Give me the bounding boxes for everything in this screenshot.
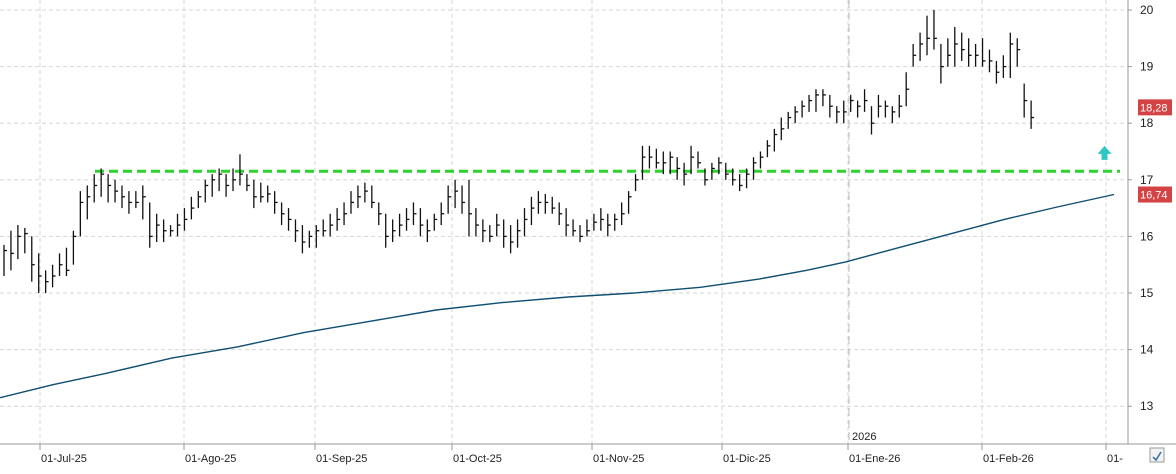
y-tick-label: 15 <box>1140 286 1154 300</box>
y-tick-label: 14 <box>1140 343 1154 357</box>
moving-average-badge-bg <box>1138 186 1172 203</box>
up-arrow-icon <box>1097 145 1112 160</box>
x-tick-label: 01-Ene-26 <box>849 453 900 465</box>
y-tick-label: 19 <box>1140 60 1154 74</box>
y-tick-label: 13 <box>1140 399 1154 413</box>
y-tick-label: 16 <box>1140 229 1154 243</box>
corner-button <box>1149 447 1165 463</box>
y-tick-label: 20 <box>1140 3 1154 17</box>
last-price-badge-bg <box>1138 99 1172 116</box>
x-tick-label: 01-Oct-25 <box>453 453 502 465</box>
moving-average-line <box>0 193 1115 399</box>
x-tick-label: 01- <box>1107 453 1123 465</box>
y-tick-label: 17 <box>1140 173 1154 187</box>
x-tick-label: 01-Feb-26 <box>983 453 1034 465</box>
x-tick-label: 01-Nov-25 <box>593 453 644 465</box>
year-marker-label: 2026 <box>852 431 876 443</box>
check-icon <box>1152 451 1162 462</box>
x-tick-label: 01-Sep-25 <box>316 453 367 465</box>
x-tick-label: 01-Dic-25 <box>723 453 771 465</box>
y-tick-label: 18 <box>1140 116 1154 130</box>
x-tick-label: 01-Ago-25 <box>185 453 236 465</box>
last-price-badge: 18,28 <box>1140 102 1168 114</box>
x-tick-label: 01-Jul-25 <box>41 453 87 465</box>
moving-average-badge: 16,74 <box>1140 190 1168 202</box>
